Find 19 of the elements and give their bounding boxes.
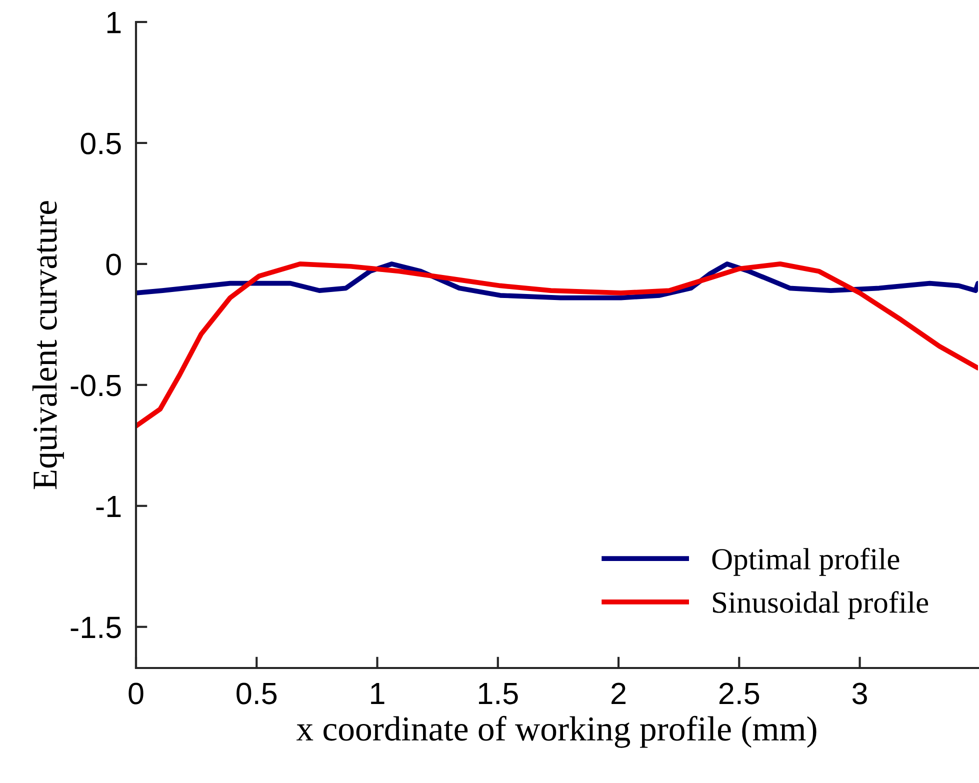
legend-label: Optimal profile bbox=[712, 548, 900, 576]
x-tick-label: 0 bbox=[128, 682, 144, 704]
y-axis-title: Equivalent curvature bbox=[32, 201, 64, 490]
x-tick-label: 2.5 bbox=[719, 682, 760, 704]
x-tick-label: 3 bbox=[852, 682, 867, 704]
line-series bbox=[136, 262, 978, 428]
x-tick-label: 0.5 bbox=[236, 682, 277, 704]
y-tick-label: 1 bbox=[107, 12, 121, 34]
x-tick-label: 1.5 bbox=[478, 683, 518, 704]
y-tick-label: -1.5 bbox=[70, 616, 121, 638]
legend-label: Sinusoidal profile bbox=[713, 591, 928, 620]
y-tick-label: -0.5 bbox=[70, 374, 121, 396]
y-tick-label: 0.5 bbox=[80, 132, 121, 154]
y-tick-label: 0 bbox=[106, 254, 121, 276]
x-tick-label: 1 bbox=[371, 683, 384, 704]
x-axis-title: x coordinate of working profile (mm) bbox=[296, 716, 816, 748]
y-tick-label: -1 bbox=[96, 496, 121, 517]
line-series bbox=[136, 262, 978, 300]
x-tick-label: 2 bbox=[612, 682, 626, 704]
